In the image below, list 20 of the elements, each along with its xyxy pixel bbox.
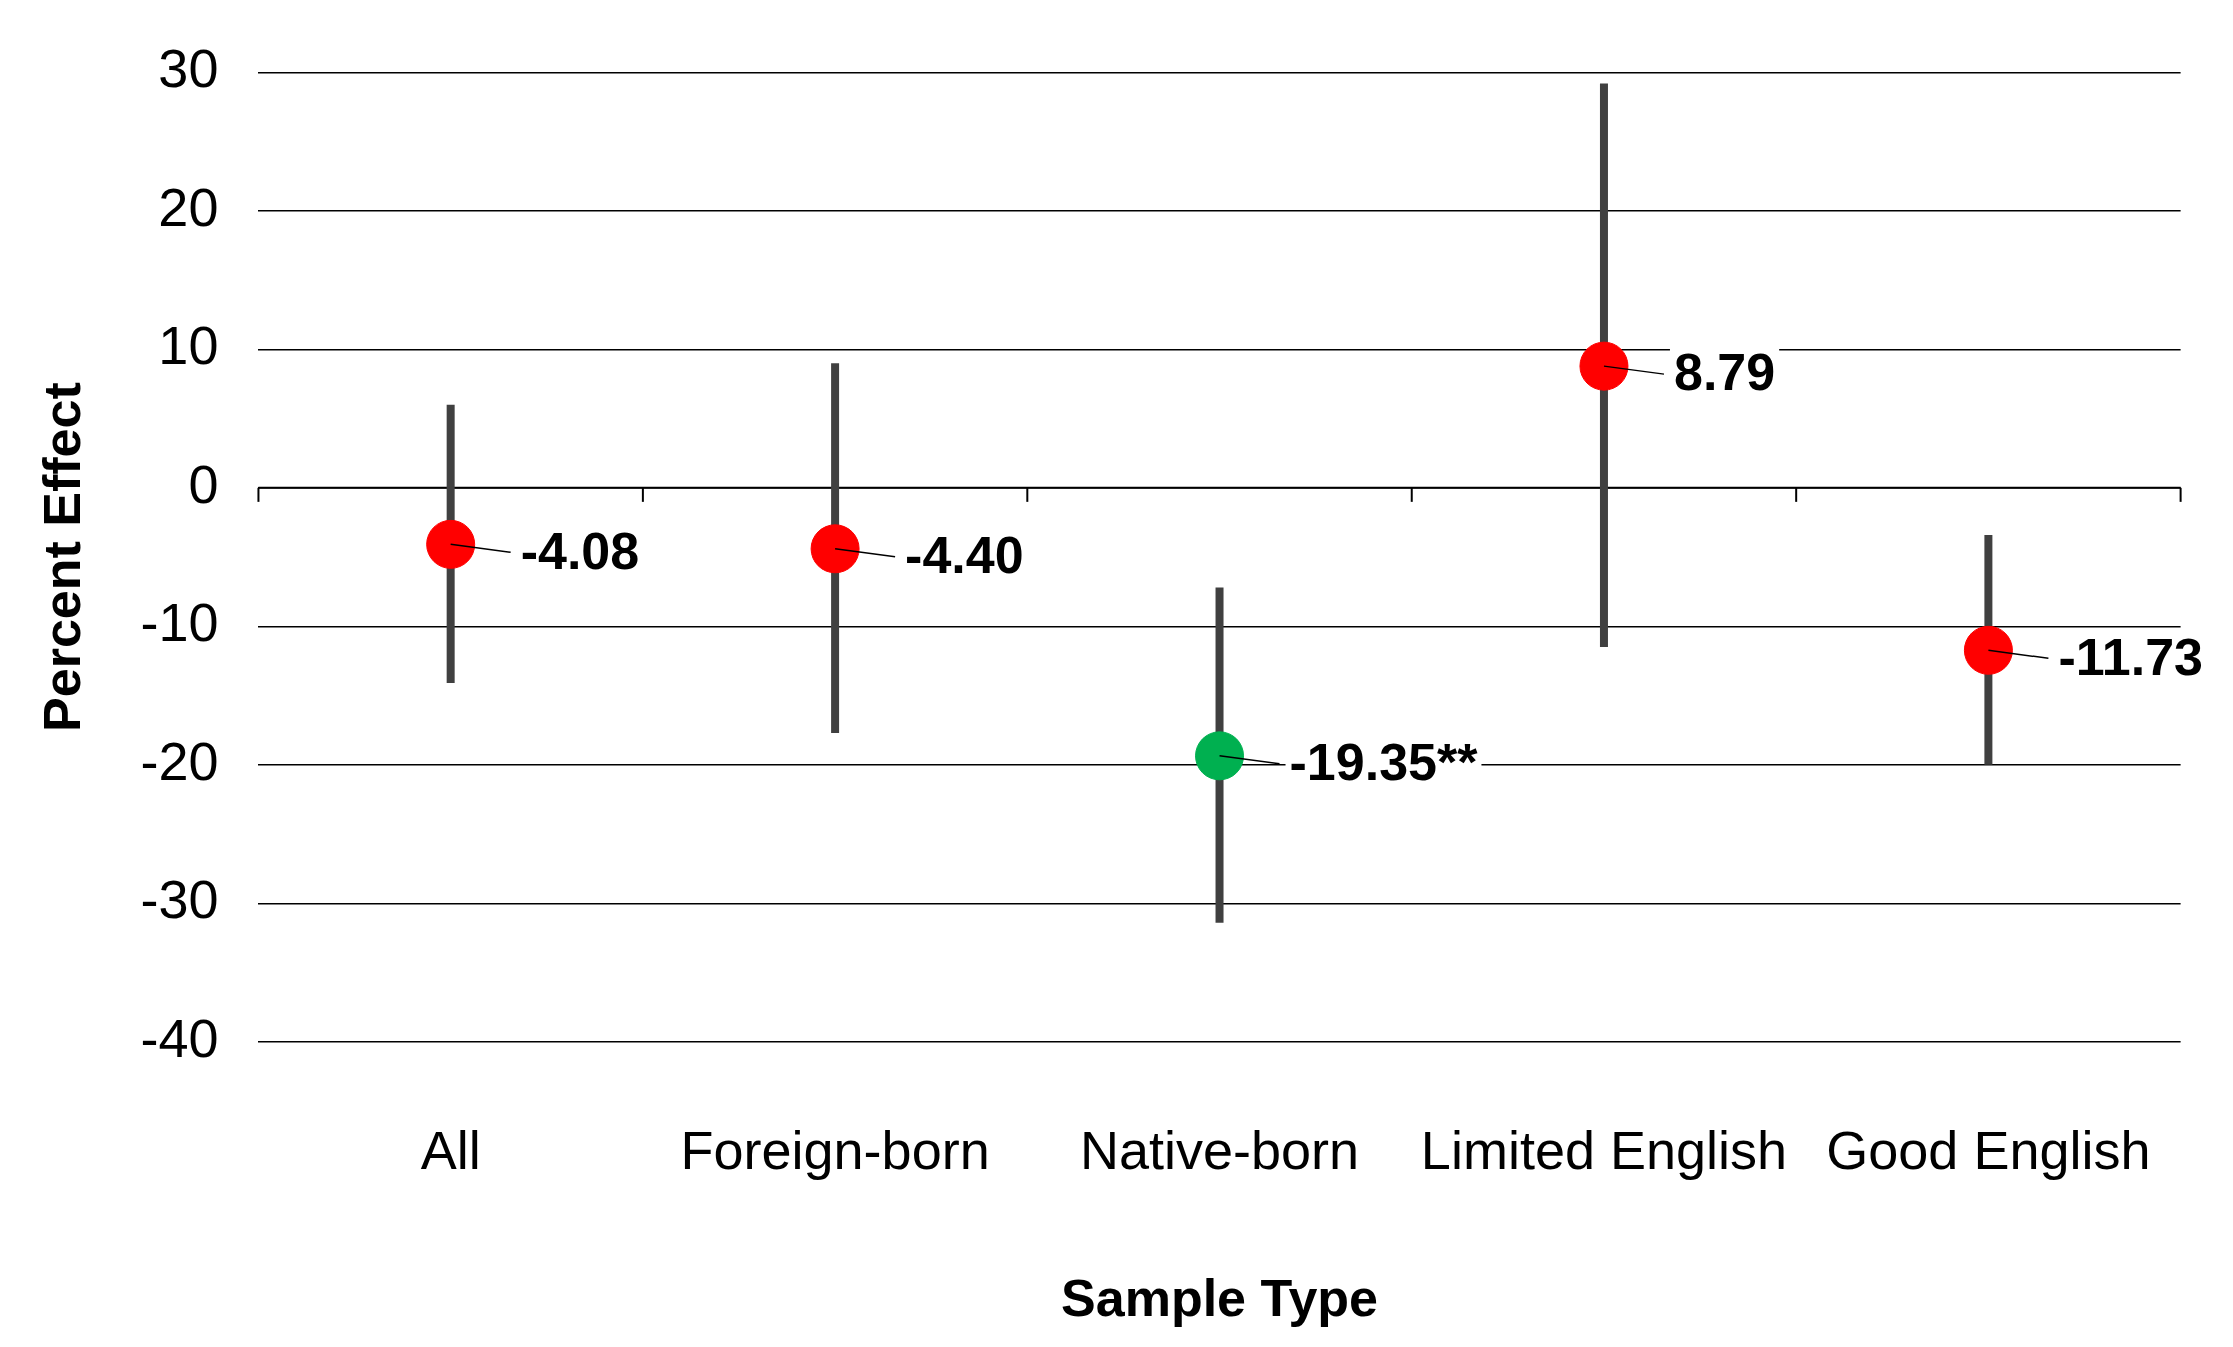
x-tick-label: All bbox=[420, 1120, 481, 1181]
y-tick-label: -10 bbox=[140, 592, 219, 653]
y-tick-label: 10 bbox=[158, 315, 219, 376]
y-tick-label: 20 bbox=[158, 176, 219, 237]
y-tick-label: 30 bbox=[158, 38, 219, 99]
data-label: -4.40 bbox=[905, 526, 1024, 585]
y-tick-label: -40 bbox=[140, 1007, 219, 1068]
data-label: -4.08 bbox=[520, 521, 640, 580]
data-label: -19.35** bbox=[1289, 733, 1479, 792]
x-tick-label: Limited English bbox=[1420, 1120, 1788, 1181]
x-tick-label: Foreign-born bbox=[680, 1120, 990, 1181]
x-axis-title: Sample Type bbox=[1061, 1269, 1378, 1328]
y-tick-label: 0 bbox=[188, 453, 219, 514]
data-label: -11.73 bbox=[2058, 627, 2203, 686]
y-tick-label: -30 bbox=[140, 869, 219, 930]
x-tick-label: Good English bbox=[1826, 1120, 2151, 1181]
data-label: 8.79 bbox=[1673, 343, 1776, 402]
x-tick-label: Native-born bbox=[1079, 1120, 1360, 1181]
y-axis-title: Percent Effect bbox=[32, 382, 91, 732]
y-tick-label: -20 bbox=[140, 730, 219, 791]
